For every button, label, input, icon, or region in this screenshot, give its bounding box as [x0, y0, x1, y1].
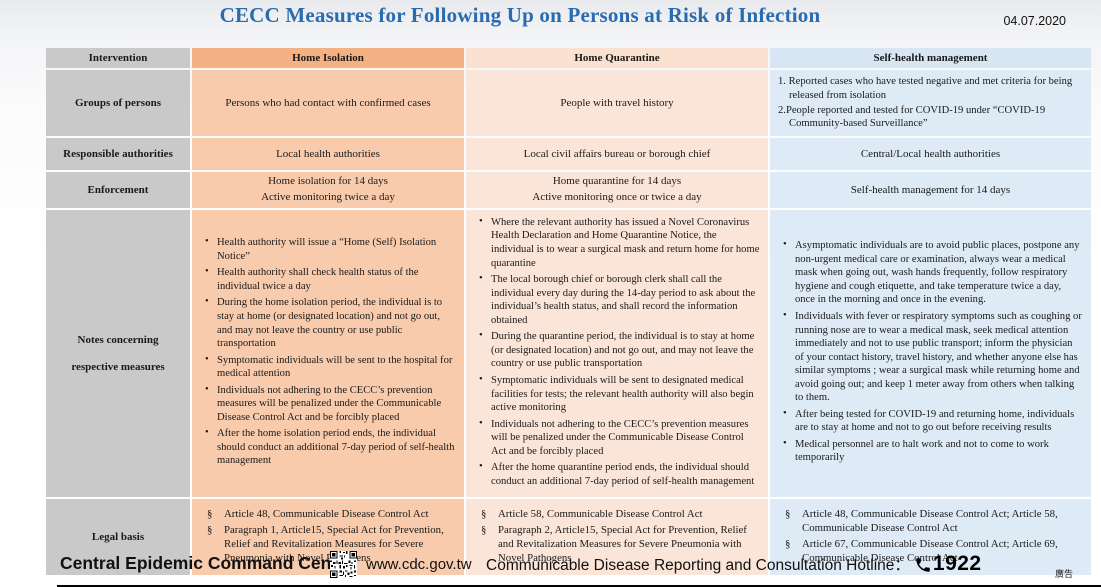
cell-enforcement-isolation: Home isolation for 14 days Active monito… — [192, 172, 464, 208]
hotline-label: Communicable Disease Reporting and Consu… — [486, 557, 910, 574]
legal-item: Article 48, Communicable Disease Control… — [200, 507, 456, 521]
notes-list-isolation: Health authority will issue a “Home (Sel… — [200, 235, 456, 468]
page-title: CECC Measures for Following Up on Person… — [219, 3, 821, 27]
legal-item: Article 58, Communicable Disease Control… — [474, 507, 760, 521]
cell-authorities-selfhealth: Central/Local health authorities — [770, 138, 1091, 171]
cell-groups-quarantine: People with travel history — [466, 70, 768, 137]
note-item: During the home isolation period, the in… — [200, 295, 456, 350]
bottom-divider — [57, 585, 1101, 587]
note-item: Individuals with fever or respiratory sy… — [778, 309, 1083, 405]
note-item: Health authority shall check health stat… — [200, 265, 456, 293]
enforcement-line: Home isolation for 14 days — [268, 175, 388, 188]
legal-list-quarantine: Article 58, Communicable Disease Control… — [474, 507, 760, 565]
phone-icon — [916, 558, 930, 572]
cell-enforcement-selfhealth: Self-health management for 14 days — [770, 172, 1091, 208]
enforcement-line: Active monitoring twice a day — [261, 191, 395, 203]
cell-notes-quarantine: Where the relevant authority has issued … — [466, 209, 768, 498]
header-home-isolation: Home Isolation — [192, 48, 464, 68]
notes-list-quarantine: Where the relevant authority has issued … — [474, 215, 760, 488]
date-label: 04.07.2020 — [1003, 14, 1066, 28]
note-item: After being tested for COVID-19 and retu… — [778, 407, 1083, 435]
row-responsible-authorities: Responsible authorities Local health aut… — [46, 138, 1091, 171]
note-item: Individuals not adhering to the CECC’s p… — [474, 417, 760, 459]
measures-table: Intervention Home Isolation Home Quarant… — [44, 46, 1093, 577]
cell-authorities-isolation: Local health authorities — [192, 138, 464, 171]
note-item: After the home isolation period ends, th… — [200, 426, 456, 468]
header-home-quarantine: Home Quarantine — [466, 48, 768, 68]
notes-list-selfhealth: Asymptomatic individuals are to avoid pu… — [778, 238, 1083, 465]
row-legal-basis: Legal basis Article 48, Communicable Dis… — [46, 499, 1091, 576]
row-label-enforcement: Enforcement — [46, 172, 190, 208]
legal-item: Paragraph 2, Article15, Special Act for … — [474, 523, 760, 565]
note-item: Symptomatic individuals will be sent to … — [200, 353, 456, 381]
note-item: Symptomatic individuals will be sent to … — [474, 373, 760, 415]
hotline-number: 1922 — [932, 552, 982, 575]
legal-list-selfhealth: Article 48, Communicable Disease Control… — [778, 507, 1083, 565]
note-item: After the home quarantine period ends, t… — [474, 460, 760, 488]
row-label-legal: Legal basis — [46, 499, 190, 576]
cell-legal-selfhealth: Article 48, Communicable Disease Control… — [770, 499, 1091, 576]
footer-org-name: Central Epidemic Command Center — [60, 553, 354, 573]
cell-enforcement-quarantine: Home quarantine for 14 days Active monit… — [466, 172, 768, 208]
cell-legal-isolation: Article 48, Communicable Disease Control… — [192, 499, 464, 576]
cell-authorities-quarantine: Local civil affairs bureau or borough ch… — [466, 138, 768, 171]
note-item: Where the relevant authority has issued … — [474, 215, 760, 270]
note-item: The local borough chief or borough clerk… — [474, 272, 760, 327]
qr-code-icon — [330, 551, 357, 578]
note-item: Individuals not adhering to the CECC’s p… — [200, 383, 456, 425]
legal-item: Article 48, Communicable Disease Control… — [778, 507, 1083, 535]
cell-legal-quarantine: Article 58, Communicable Disease Control… — [466, 499, 768, 576]
table-header-row: Intervention Home Isolation Home Quarant… — [46, 48, 1091, 68]
row-label-groups: Groups of persons — [46, 70, 190, 137]
numbered-line: 1. Reported cases who have tested negati… — [778, 76, 1073, 101]
hotline: Communicable Disease Reporting and Consu… — [486, 552, 982, 576]
cell-groups-isolation: Persons who had contact with confirmed c… — [192, 70, 464, 137]
note-item: Health authority will issue a “Home (Sel… — [200, 235, 456, 263]
enforcement-line: Home quarantine for 14 days — [552, 175, 682, 188]
cell-notes-isolation: Health authority will issue a “Home (Sel… — [192, 209, 464, 498]
header-self-health: Self-health management — [770, 48, 1091, 68]
numbered-line: 2.People reported and tested for COVID-1… — [778, 104, 1046, 130]
row-enforcement: Enforcement Home isolation for 14 days A… — [46, 172, 1091, 208]
website-url: www.cdc.gov.tw — [366, 556, 472, 573]
note-item: Medical personnel are to halt work and n… — [778, 437, 1083, 465]
header-intervention: Intervention — [46, 48, 190, 68]
cell-notes-selfhealth: Asymptomatic individuals are to avoid pu… — [770, 209, 1091, 498]
ad-tag: 廣告 — [1054, 569, 1073, 579]
row-label-authorities: Responsible authorities — [46, 138, 190, 171]
row-groups-of-persons: Groups of persons Persons who had contac… — [46, 70, 1091, 137]
footer: Central Epidemic Command Center www.cdc.… — [0, 547, 1101, 585]
note-item: During the quarantine period, the indivi… — [474, 329, 760, 371]
row-notes: Notes concerning respective measures Hea… — [46, 209, 1091, 498]
enforcement-line: Self-health management for 14 days — [850, 184, 1011, 196]
note-item: Asymptomatic individuals are to avoid pu… — [778, 238, 1083, 307]
enforcement-line: Active monitoring once or twice a day — [532, 191, 702, 203]
cell-groups-selfhealth: 1. Reported cases who have tested negati… — [770, 70, 1091, 137]
row-label-notes: Notes concerning respective measures — [46, 209, 190, 498]
